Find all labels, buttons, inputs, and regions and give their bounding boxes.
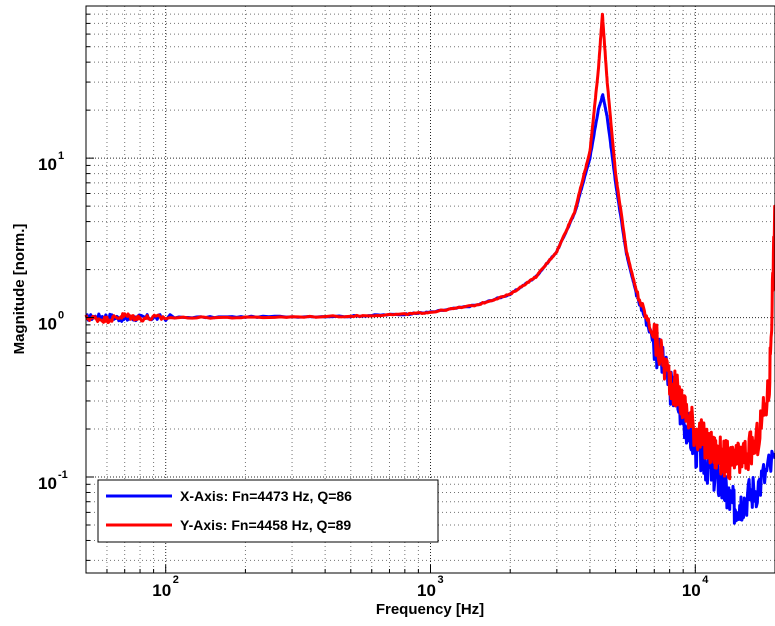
y-axis-label: Magnitude [norm.] (11, 224, 28, 355)
legend-label-y-axis: Y-Axis: Fn=4458 Hz, Q=89 (180, 517, 351, 533)
y-tick-label: 10 (38, 474, 57, 493)
x-tick-label: 10 (682, 581, 701, 600)
y-tick-exponent: 0 (58, 310, 64, 322)
x-tick-label: 10 (152, 581, 171, 600)
x-tick-exponent: 2 (173, 574, 179, 586)
y-tick-label: 10 (38, 315, 57, 334)
y-tick-label: 10 (38, 155, 57, 174)
x-tick-exponent: 3 (438, 574, 444, 586)
legend: X-Axis: Fn=4473 Hz, Q=86 Y-Axis: Fn=4458… (97, 479, 439, 543)
x-axis-label: Frequency [Hz] (376, 601, 484, 618)
plot-area-background (86, 6, 775, 573)
x-tick-exponent: 4 (702, 574, 709, 586)
series-layer (84, 12, 775, 525)
series-y-axis-line (84, 12, 775, 481)
y-tick-exponent: 1 (58, 150, 64, 162)
legend-box (97, 479, 439, 543)
tick-marks (85, 5, 775, 573)
x-tick-label: 10 (417, 581, 436, 600)
legend-label-x-axis: X-Axis: Fn=4473 Hz, Q=86 (180, 488, 352, 504)
y-tick-exponent: -1 (58, 469, 68, 481)
